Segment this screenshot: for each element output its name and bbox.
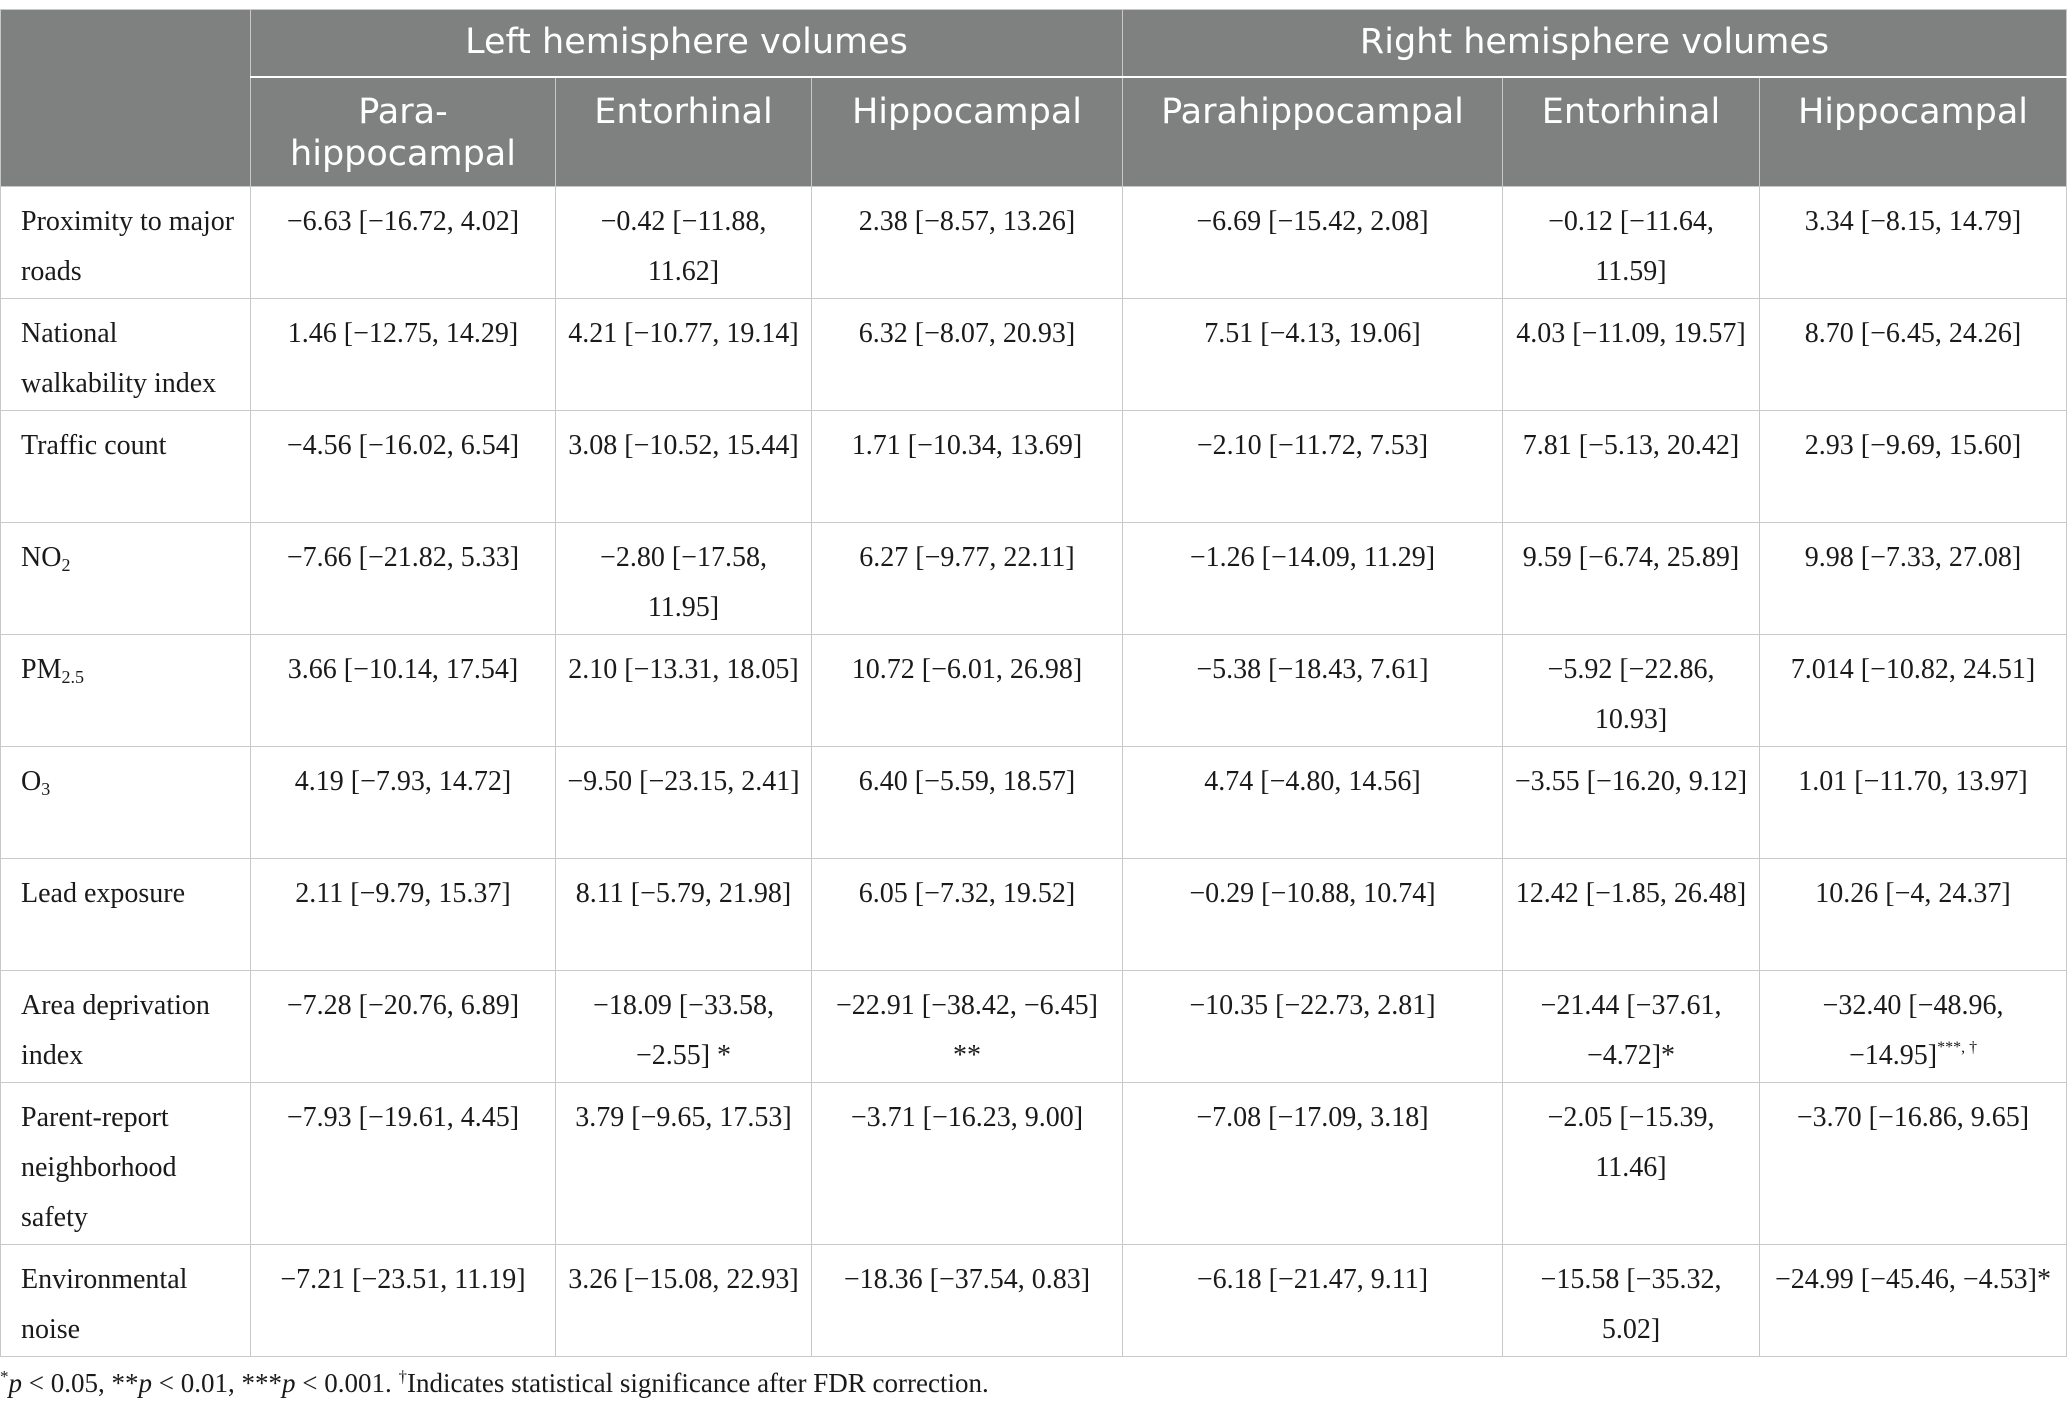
table-cell: 2.10 [−13.31, 18.05] bbox=[555, 634, 812, 747]
table-cell: 10.26 [−4, 24.37] bbox=[1758, 858, 2068, 971]
table-cell: 4.21 [−10.77, 19.14] bbox=[555, 298, 812, 411]
row-label: National walkability index bbox=[0, 298, 251, 411]
table-cell: 2.11 [−9.79, 15.37] bbox=[250, 858, 556, 971]
table-cell: 3.26 [−15.08, 22.93] bbox=[555, 1244, 812, 1357]
table-cell: 9.59 [−6.74, 25.89] bbox=[1502, 522, 1760, 635]
table-cell: −7.66 [−21.82, 5.33] bbox=[250, 522, 556, 635]
results-table: Left hemisphere volumes Right hemisphere… bbox=[0, 9, 2068, 1357]
table-cell: −7.08 [−17.09, 3.18] bbox=[1122, 1082, 1503, 1245]
table-cell: −18.09 [−33.58, −2.55] * bbox=[555, 970, 812, 1083]
col-right-entorhinal: Entorhinal bbox=[1502, 75, 1760, 187]
row-label: Area deprivation index bbox=[0, 970, 251, 1083]
row-label: Traffic count bbox=[0, 410, 251, 523]
table-row: Lead exposure 2.11 [−9.79, 15.37] 8.11 [… bbox=[0, 858, 2068, 971]
header-group-row: Left hemisphere volumes Right hemisphere… bbox=[0, 9, 2068, 187]
table-cell: 6.05 [−7.32, 19.52] bbox=[811, 858, 1123, 971]
header-column-row: Para-hippocampal Entorhinal Hippocampal … bbox=[1, 75, 2068, 187]
table-row: Environmental noise −7.21 [−23.51, 11.19… bbox=[0, 1244, 2068, 1357]
col-left-hippocampal: Hippocampal bbox=[811, 75, 1123, 187]
table-cell: −6.18 [−21.47, 9.11] bbox=[1122, 1244, 1503, 1357]
table-cell: −24.99 [−45.46, −4.53]* bbox=[1758, 1244, 2068, 1357]
table-cell: 12.42 [−1.85, 26.48] bbox=[1502, 858, 1760, 971]
table-row: Area deprivation index −7.28 [−20.76, 6.… bbox=[0, 970, 2068, 1083]
table-cell: −0.29 [−10.88, 10.74] bbox=[1122, 858, 1503, 971]
header-corner-cell bbox=[0, 9, 251, 187]
table-cell: −1.26 [−14.09, 11.29] bbox=[1122, 522, 1503, 635]
significance-marker: ***, † bbox=[1937, 1039, 1978, 1056]
table-cell: 8.11 [−5.79, 21.98] bbox=[555, 858, 812, 971]
table-cell: −10.35 [−22.73, 2.81] bbox=[1122, 970, 1503, 1083]
table-cell: 3.66 [−10.14, 17.54] bbox=[250, 634, 556, 747]
table-cell: −7.28 [−20.76, 6.89] bbox=[250, 970, 556, 1083]
table-cell: 7.81 [−5.13, 20.42] bbox=[1502, 410, 1760, 523]
table-cell: −6.63 [−16.72, 4.02] bbox=[250, 186, 556, 299]
row-label: NO2 bbox=[0, 522, 251, 635]
table-row: PM2.5 3.66 [−10.14, 17.54] 2.10 [−13.31,… bbox=[0, 634, 2068, 747]
row-label: Proximity to major roads bbox=[0, 186, 251, 299]
col-left-entorhinal: Entorhinal bbox=[555, 75, 812, 187]
table-cell: 2.93 [−9.69, 15.60] bbox=[1758, 410, 2068, 523]
row-label: PM2.5 bbox=[0, 634, 251, 747]
table-cell: −5.38 [−18.43, 7.61] bbox=[1122, 634, 1503, 747]
table-cell: 7.51 [−4.13, 19.06] bbox=[1122, 298, 1503, 411]
right-hemisphere-header: Right hemisphere volumes bbox=[1121, 9, 2068, 77]
table-cell: −3.70 [−16.86, 9.65] bbox=[1758, 1082, 2068, 1245]
table-cell: −0.12 [−11.64, 11.59] bbox=[1502, 186, 1760, 299]
table-cell: −32.40 [−48.96, −14.95]***, † bbox=[1758, 970, 2068, 1083]
row-label: Parent-report neighborhood safety bbox=[0, 1082, 251, 1245]
table-cell: 3.34 [−8.15, 14.79] bbox=[1758, 186, 2068, 299]
table-cell: −7.21 [−23.51, 11.19] bbox=[250, 1244, 556, 1357]
table-cell: 4.74 [−4.80, 14.56] bbox=[1122, 746, 1503, 859]
table-cell: −4.56 [−16.02, 6.54] bbox=[250, 410, 556, 523]
table-row: NO2 −7.66 [−21.82, 5.33] −2.80 [−17.58, … bbox=[0, 522, 2068, 635]
table-cell: 1.01 [−11.70, 13.97] bbox=[1758, 746, 2068, 859]
table-cell: −9.50 [−23.15, 2.41] bbox=[555, 746, 812, 859]
table-cell: 10.72 [−6.01, 26.98] bbox=[811, 634, 1123, 747]
table-cell: −3.71 [−16.23, 9.00] bbox=[811, 1082, 1123, 1245]
table-cell: 4.19 [−7.93, 14.72] bbox=[250, 746, 556, 859]
table-cell: 9.98 [−7.33, 27.08] bbox=[1758, 522, 2068, 635]
table-cell: −5.92 [−22.86, 10.93] bbox=[1502, 634, 1760, 747]
table-cell: 7.014 [−10.82, 24.51] bbox=[1758, 634, 2068, 747]
table-row: National walkability index 1.46 [−12.75,… bbox=[0, 298, 2068, 411]
table-cell: 2.38 [−8.57, 13.26] bbox=[811, 186, 1123, 299]
left-hemisphere-header: Left hemisphere volumes bbox=[250, 9, 1123, 77]
table-footnote: *p < 0.05, **p < 0.01, ***p < 0.001. †In… bbox=[0, 1367, 989, 1398]
table-cell: −2.10 [−11.72, 7.53] bbox=[1122, 410, 1503, 523]
table-row: Traffic count −4.56 [−16.02, 6.54] 3.08 … bbox=[0, 410, 2068, 523]
table-cell: −22.91 [−38.42, −6.45] ** bbox=[811, 970, 1123, 1083]
table-row: O3 4.19 [−7.93, 14.72] −9.50 [−23.15, 2.… bbox=[0, 746, 2068, 859]
table-cell: −18.36 [−37.54, 0.83] bbox=[811, 1244, 1123, 1357]
table-cell: −7.93 [−19.61, 4.45] bbox=[250, 1082, 556, 1245]
col-right-parahippocampal: Parahippocampal bbox=[1122, 75, 1503, 187]
table-cell: 4.03 [−11.09, 19.57] bbox=[1502, 298, 1760, 411]
table-cell: 8.70 [−6.45, 24.26] bbox=[1758, 298, 2068, 411]
table-cell: −0.42 [−11.88, 11.62] bbox=[555, 186, 812, 299]
col-right-hippocampal: Hippocampal bbox=[1758, 75, 2068, 187]
table-cell: −2.80 [−17.58, 11.95] bbox=[555, 522, 812, 635]
col-left-parahippocampal: Para-hippocampal bbox=[250, 75, 556, 187]
row-label: Lead exposure bbox=[0, 858, 251, 971]
table-cell: 3.79 [−9.65, 17.53] bbox=[555, 1082, 812, 1245]
row-label: Environmental noise bbox=[0, 1244, 251, 1357]
table-cell: −2.05 [−15.39, 11.46] bbox=[1502, 1082, 1760, 1245]
table-cell: 6.27 [−9.77, 22.11] bbox=[811, 522, 1123, 635]
table-cell: 3.08 [−10.52, 15.44] bbox=[555, 410, 812, 523]
dagger-symbol: † bbox=[398, 1367, 407, 1386]
table-row: Parent-report neighborhood safety −7.93 … bbox=[0, 1082, 2068, 1245]
table-cell: 6.32 [−8.07, 20.93] bbox=[811, 298, 1123, 411]
table-cell: 1.71 [−10.34, 13.69] bbox=[811, 410, 1123, 523]
table-row: Proximity to major roads −6.63 [−16.72, … bbox=[0, 186, 2068, 299]
row-label: O3 bbox=[0, 746, 251, 859]
table-cell: 1.46 [−12.75, 14.29] bbox=[250, 298, 556, 411]
table-cell: −6.69 [−15.42, 2.08] bbox=[1122, 186, 1503, 299]
table-cell: 6.40 [−5.59, 18.57] bbox=[811, 746, 1123, 859]
table-cell: −21.44 [−37.61, −4.72]* bbox=[1502, 970, 1760, 1083]
table-cell: −3.55 [−16.20, 9.12] bbox=[1502, 746, 1760, 859]
table-cell: −15.58 [−35.32, 5.02] bbox=[1502, 1244, 1760, 1357]
